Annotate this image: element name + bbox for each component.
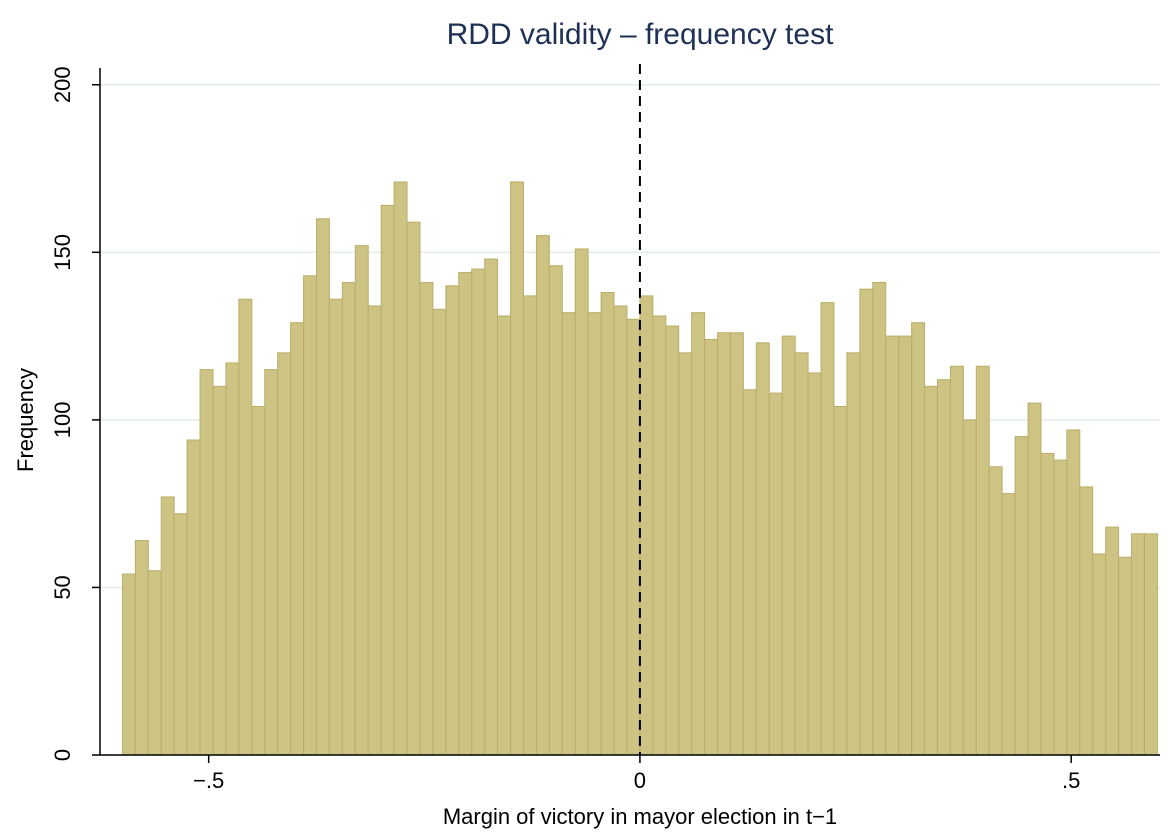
bar [432, 308, 447, 756]
bar [406, 221, 421, 756]
y-tick-label: 200 [50, 66, 75, 103]
bar [1014, 436, 1029, 756]
bar [341, 281, 356, 756]
bar [380, 204, 395, 756]
bar [975, 365, 990, 756]
bar [717, 332, 731, 756]
bar [988, 466, 1003, 756]
x-tick-label: −.5 [193, 768, 224, 793]
bar [471, 268, 486, 756]
bar [846, 352, 861, 756]
bar [678, 352, 693, 756]
bar [561, 312, 576, 756]
x-tick-label: 0 [634, 768, 646, 793]
bar [885, 335, 900, 756]
bar [833, 405, 848, 756]
bar [587, 312, 602, 756]
bar [1079, 486, 1094, 756]
bar [781, 335, 796, 756]
bar [458, 271, 473, 756]
bar [121, 573, 136, 756]
bar [134, 540, 149, 756]
bar [807, 372, 822, 756]
bar [548, 265, 563, 756]
bar [872, 281, 887, 756]
y-tick-label: 0 [50, 749, 75, 761]
bar [794, 352, 809, 756]
bar [173, 513, 188, 756]
bar [264, 369, 279, 756]
bar [497, 315, 512, 756]
bar [1092, 553, 1107, 756]
bar [445, 285, 460, 756]
bar [704, 338, 719, 756]
bar [768, 392, 783, 756]
bar [600, 292, 615, 756]
bar [1118, 556, 1133, 756]
bar [303, 275, 317, 756]
y-tick-label: 50 [50, 575, 75, 599]
bar [393, 181, 408, 756]
bar [665, 325, 680, 756]
x-tick-label: .5 [1062, 768, 1080, 793]
bar [251, 405, 266, 756]
bar [212, 385, 227, 756]
bar [328, 298, 343, 756]
bar [949, 365, 964, 756]
bar [315, 218, 330, 756]
bar [290, 322, 305, 756]
bar [729, 332, 744, 756]
bar [160, 496, 175, 756]
bar [510, 181, 524, 756]
bar [652, 315, 667, 756]
bar [238, 298, 253, 756]
bar [1143, 533, 1158, 756]
bar [1053, 459, 1068, 756]
bar [574, 248, 589, 756]
bar [911, 322, 926, 756]
bar [277, 352, 292, 756]
bar [354, 245, 369, 756]
bar [1066, 429, 1081, 756]
bar [225, 362, 240, 756]
bar [613, 305, 628, 756]
bar [199, 369, 214, 756]
bar [1105, 526, 1120, 756]
x-axis-label: Margin of victory in mayor election in t… [443, 804, 837, 829]
bar [484, 258, 499, 756]
bar [147, 570, 162, 756]
bar [1040, 452, 1055, 756]
bar [962, 419, 977, 756]
bar [1001, 493, 1016, 756]
bar [1027, 402, 1042, 756]
bar [626, 318, 641, 756]
y-axis-label: Frequency [13, 368, 38, 472]
bar [419, 281, 434, 756]
bar [742, 389, 757, 756]
bar [859, 288, 874, 756]
bar [820, 302, 835, 756]
chart-title: RDD validity – frequency test [447, 18, 834, 51]
bar [639, 295, 654, 756]
bar [522, 295, 537, 756]
bar [691, 312, 706, 756]
y-tick-label: 150 [50, 234, 75, 271]
y-tick-label: 100 [50, 402, 75, 439]
bar [367, 305, 382, 756]
bar [924, 385, 938, 756]
bar [936, 379, 951, 756]
bar [755, 342, 770, 756]
bar [898, 335, 913, 756]
bar [186, 439, 201, 756]
bar [535, 235, 550, 756]
bar [1131, 533, 1145, 756]
